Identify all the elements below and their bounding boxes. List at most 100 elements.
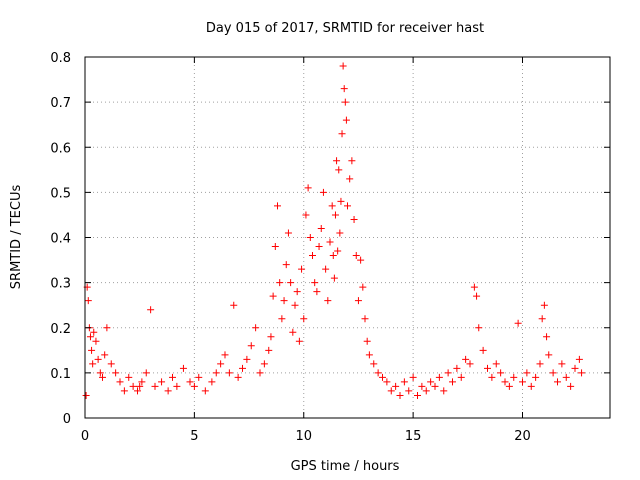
data-point xyxy=(99,373,106,381)
data-point xyxy=(330,274,338,282)
data-point xyxy=(271,243,279,251)
data-point xyxy=(344,202,351,210)
data-point xyxy=(319,188,327,196)
data-point xyxy=(510,373,518,381)
data-point xyxy=(337,197,345,205)
data-point xyxy=(265,346,273,354)
data-point xyxy=(331,211,339,219)
data-point xyxy=(571,364,579,372)
data-point xyxy=(101,351,109,359)
data-point xyxy=(492,360,500,368)
data-point xyxy=(291,301,299,309)
data-point xyxy=(186,378,194,386)
data-point xyxy=(532,373,540,381)
data-point xyxy=(341,98,349,106)
data-point xyxy=(243,355,251,363)
data-point xyxy=(311,279,319,287)
data-point xyxy=(282,261,290,269)
tick-labels: 0 5 10 15 20 0 0.1 0.2 0.3 0.4 0.5 0.6 0.7 0.8 xyxy=(50,51,530,444)
data-point xyxy=(230,301,238,309)
x-axis-title: GPS time / hours xyxy=(291,459,400,474)
x-tick-label: 5 xyxy=(190,429,198,444)
data-point xyxy=(274,202,281,210)
data-point xyxy=(536,360,544,368)
data-point xyxy=(435,373,443,381)
data-point xyxy=(302,211,310,219)
data-point xyxy=(488,373,496,381)
data-point xyxy=(405,387,413,395)
data-point xyxy=(457,373,465,381)
data-point xyxy=(306,234,314,241)
data-point xyxy=(304,184,312,192)
data-point xyxy=(136,382,144,390)
data-point xyxy=(387,387,395,395)
data-point xyxy=(201,387,209,395)
data-point xyxy=(444,369,452,377)
data-point xyxy=(313,288,321,296)
data-point xyxy=(431,382,439,390)
y-tick-label: 0.4 xyxy=(50,232,71,247)
data-point xyxy=(112,369,120,377)
data-point xyxy=(453,364,461,372)
data-point xyxy=(462,355,470,363)
data-point xyxy=(212,369,220,377)
data-point xyxy=(383,378,391,386)
data-point xyxy=(339,62,347,70)
data-point xyxy=(479,346,487,354)
data-point xyxy=(125,373,133,381)
data-point xyxy=(151,382,159,390)
data-point xyxy=(309,252,316,260)
data-point xyxy=(363,337,371,345)
data-point xyxy=(86,333,94,341)
tick-marks xyxy=(84,56,610,419)
data-point xyxy=(440,387,448,395)
data-point xyxy=(361,315,369,323)
data-point xyxy=(340,85,348,93)
data-point xyxy=(234,373,242,381)
y-tick-label: 0.5 xyxy=(50,186,71,201)
data-point xyxy=(179,364,187,372)
data-point xyxy=(147,306,155,314)
data-point xyxy=(329,252,337,260)
data-point xyxy=(365,351,373,359)
data-point xyxy=(578,369,586,377)
y-tick-label: 0.2 xyxy=(50,322,71,337)
data-point xyxy=(84,297,92,305)
data-point xyxy=(116,378,124,386)
data-point xyxy=(158,378,166,386)
data-point xyxy=(359,283,367,291)
x-tick-label: 10 xyxy=(295,429,312,444)
data-point xyxy=(208,378,216,386)
data-point xyxy=(348,157,356,165)
x-tick-label: 15 xyxy=(405,429,422,444)
data-point xyxy=(298,265,306,273)
data-point xyxy=(289,328,297,336)
y-tick-label: 0.8 xyxy=(50,51,71,66)
data-point xyxy=(92,337,100,345)
data-point xyxy=(527,382,535,390)
data-point xyxy=(392,382,400,390)
data-point xyxy=(269,292,277,300)
data-point xyxy=(374,369,382,377)
data-point xyxy=(346,175,354,183)
data-point xyxy=(317,224,325,232)
data-point xyxy=(466,360,474,368)
data-point xyxy=(278,315,286,323)
x-tick-label: 20 xyxy=(514,429,531,444)
data-point xyxy=(284,229,292,237)
data-point xyxy=(427,378,435,386)
data-point xyxy=(247,342,255,350)
data-point xyxy=(103,324,111,332)
data-point xyxy=(501,378,509,386)
data-point xyxy=(418,382,426,390)
data-point xyxy=(422,387,430,395)
data-point xyxy=(256,369,264,377)
data-point xyxy=(400,378,408,386)
data-point xyxy=(549,369,557,377)
data-point xyxy=(252,324,260,332)
data-point xyxy=(333,157,341,165)
data-point xyxy=(89,360,97,368)
data-point xyxy=(90,328,98,336)
data-points xyxy=(82,62,586,399)
data-point xyxy=(190,382,198,390)
